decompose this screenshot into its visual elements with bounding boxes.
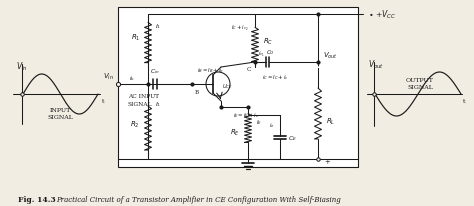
Text: B: B [195,90,199,95]
Text: $i_e$: $i_e$ [269,121,275,130]
Text: $I_1$: $I_1$ [155,22,161,31]
Text: $C_E$: $C_E$ [288,134,297,143]
Text: $I_E$: $I_E$ [256,118,262,127]
Text: $R_1$: $R_1$ [130,33,140,43]
Text: $i_E = I_E + i_e$: $i_E = I_E + i_e$ [233,110,259,119]
Text: INPUT: INPUT [49,108,71,113]
Text: SIGNAL: SIGNAL [47,115,73,120]
Bar [118,8,358,167]
Text: $C_{in}$: $C_{in}$ [150,67,160,76]
Text: Fig. 14.3: Fig. 14.3 [18,195,56,203]
Text: OUTPUT: OUTPUT [406,78,434,83]
Text: $R_2$: $R_2$ [130,119,140,130]
Text: SIGNAL: SIGNAL [128,102,153,107]
Text: +: + [324,157,330,165]
Text: Practical Circuit of a Transistor Amplifier in CE Configuration With Self-Biasin: Practical Circuit of a Transistor Amplif… [56,195,341,203]
Text: $C_O$: $C_O$ [265,48,274,57]
Text: $R_E$: $R_E$ [230,127,240,137]
Text: SIGNAL: SIGNAL [407,85,433,90]
Text: $V_{out}$: $V_{out}$ [323,50,338,61]
Text: $U_{CE}$: $U_{CE}$ [222,82,233,91]
Text: $i_b$: $i_b$ [129,74,135,83]
Text: $R_C$: $R_C$ [263,37,273,47]
Text: $i_C = I_C + i_c$: $i_C = I_C + i_c$ [262,73,288,82]
Text: $I_1$: $I_1$ [155,100,161,109]
Text: $\bullet$ +$V_{CC}$: $\bullet$ +$V_{CC}$ [368,9,396,21]
Text: $i_B = I_B + i_b$: $i_B = I_B + i_b$ [197,66,223,75]
Text: t: t [463,98,465,103]
Text: $i_{c_1}$: $i_{c_1}$ [258,49,265,59]
Text: $V_{in}$: $V_{in}$ [16,61,28,73]
Text: $I_C+i_{c_2}$: $I_C+i_{c_2}$ [231,23,249,32]
Text: $V_{out}$: $V_{out}$ [368,59,384,71]
Text: $V_{in}$: $V_{in}$ [103,71,114,82]
Text: $R_L$: $R_L$ [326,116,335,126]
Text: AC INPUT: AC INPUT [128,94,159,99]
Text: t: t [102,98,104,103]
Text: C: C [246,67,251,72]
